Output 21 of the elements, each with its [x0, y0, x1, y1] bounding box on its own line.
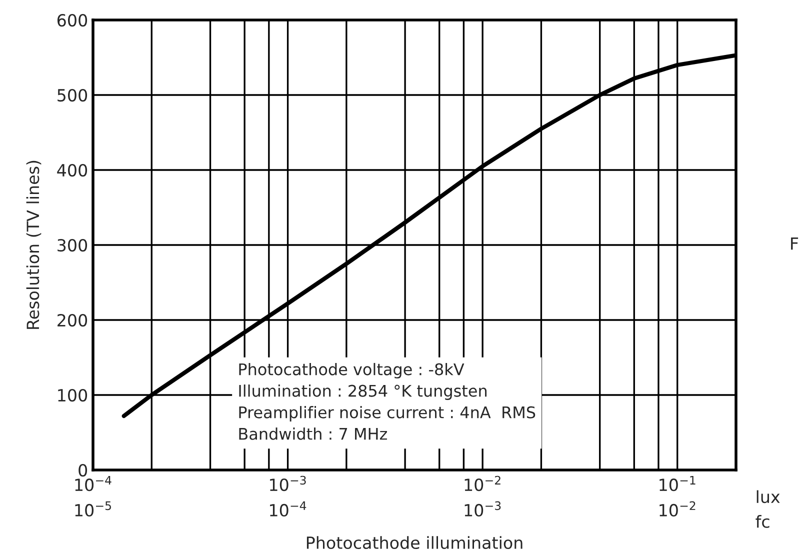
text: 10$^{−4}$ [270, 501, 306, 517]
y-tick-label: 500 [58, 88, 88, 102]
y-tick-label: 600 [57, 14, 88, 27]
y-tick-label: 100 [58, 388, 88, 402]
x-tick-label: 10$^{−4}$ [75, 476, 112, 492]
text: 10$^{−3}$ [464, 501, 501, 517]
y-axis-title: Resolution (TV lines) [26, 160, 42, 329]
text: lux [756, 490, 780, 504]
y-tick-label: 400 [57, 164, 88, 177]
text: 10$^{−5}$ [75, 501, 111, 517]
x-tick-label: 10$^{−2}$ [464, 476, 500, 492]
text: fc [756, 515, 770, 528]
x-tick-label: 10$^{−1}$ [660, 476, 696, 492]
x-axis-title: Photocathode illumination [306, 536, 522, 550]
text: 10$^{−2}$ [660, 501, 696, 517]
y-tick-label: 0 [78, 464, 88, 477]
y-tick-label: 300 [58, 238, 88, 252]
x-tick-label: 10$^{−3}$ [270, 476, 306, 492]
text: F [791, 237, 798, 250]
annotation: Photocathode voltage : -8kV Illumination : 2854 °K tungsten Preamplifier noise current : 4nA RMS Bandwidth : 7 MHz [239, 362, 536, 440]
y-tick-label: 200 [58, 314, 88, 327]
